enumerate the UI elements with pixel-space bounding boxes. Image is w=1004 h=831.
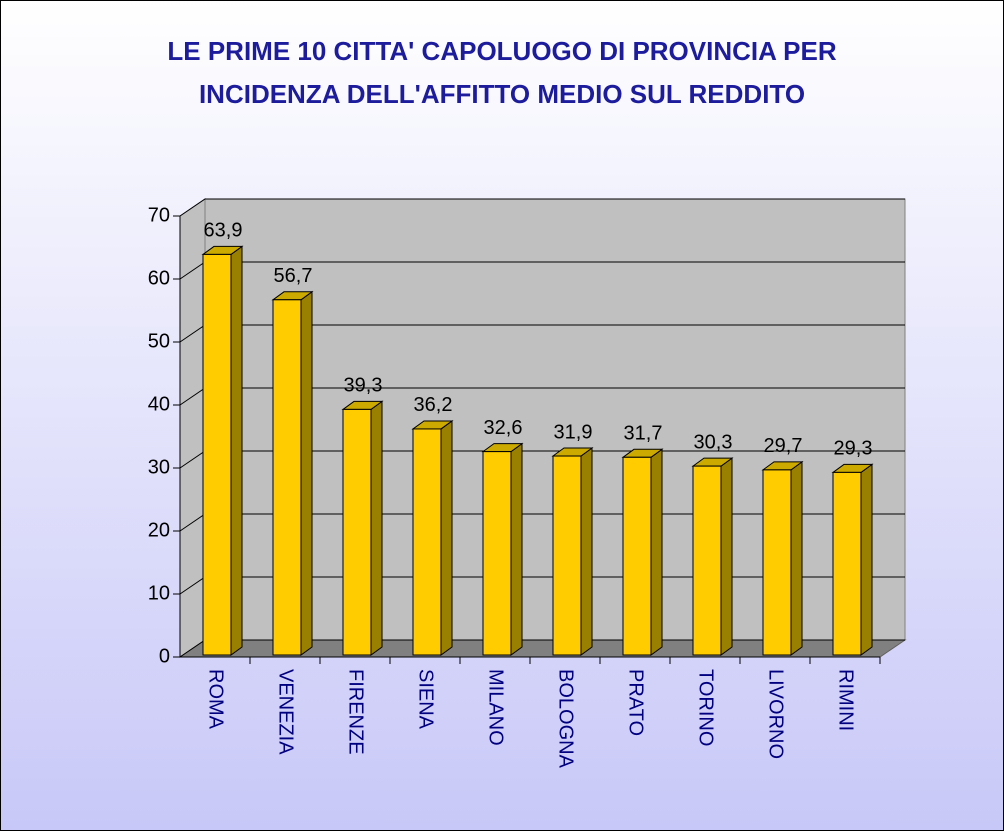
bar-side [440, 419, 453, 656]
chart-title: LE PRIME 10 CITTA' CAPOLUOGO DI PROVINCI… [167, 36, 837, 109]
value-label: 29,3 [834, 438, 873, 460]
bar-side [650, 448, 663, 656]
bar [762, 469, 792, 656]
bar-side [790, 460, 803, 656]
x-tick-label: MILANO [485, 669, 507, 746]
bar [552, 455, 582, 656]
value-label: 56,7 [274, 265, 313, 287]
bar-side [510, 442, 523, 656]
x-tick-label: FIRENZE [345, 669, 367, 755]
bar [482, 451, 512, 656]
x-tick-label: BOLOGNA [555, 669, 577, 769]
bar [622, 456, 652, 656]
x-tick-label: LIVORNO [765, 669, 787, 759]
plot-area: 0 10 20 30 40 50 60 70 ROMA 63,9 VENEZIA 56,7 FIRENZ… [148, 198, 907, 769]
bar [342, 408, 372, 656]
bar [412, 428, 442, 656]
y-tick-label: 0 [159, 645, 170, 667]
bar-side [580, 447, 593, 656]
value-label: 36,2 [414, 394, 453, 416]
bar-side [300, 290, 313, 656]
x-tick-label: VENEZIA [275, 669, 297, 755]
bar-side [860, 463, 873, 656]
side-wall [179, 198, 206, 658]
value-label: 30,3 [694, 431, 733, 453]
bar [832, 471, 862, 656]
bar-side [370, 400, 383, 656]
y-tick-label: 50 [148, 330, 170, 352]
bar-side [720, 457, 733, 656]
bar [202, 253, 232, 656]
y-tick-label: 40 [148, 393, 170, 415]
bar [692, 465, 722, 656]
value-label: 63,9 [204, 220, 243, 242]
grid-line [179, 198, 905, 217]
y-tick-label: 30 [148, 456, 170, 478]
value-label: 31,9 [554, 421, 593, 443]
value-label: 29,7 [764, 435, 803, 457]
value-label: 32,6 [484, 417, 523, 439]
y-tick-label: 60 [148, 267, 170, 289]
value-label: 31,7 [624, 423, 663, 445]
y-tick-label: 70 [148, 204, 170, 226]
x-tick-label: RIMINI [835, 669, 857, 731]
x-tick-label: TORINO [695, 669, 717, 746]
x-tick-label: ROMA [205, 669, 227, 730]
bar-side [230, 245, 243, 656]
y-tick-label: 20 [148, 519, 170, 541]
bar [272, 299, 302, 656]
x-tick-label: SIENA [415, 669, 437, 730]
y-tick-label: 10 [148, 582, 170, 604]
value-label: 39,3 [344, 375, 383, 397]
x-tick-label: PRATO [625, 669, 647, 736]
